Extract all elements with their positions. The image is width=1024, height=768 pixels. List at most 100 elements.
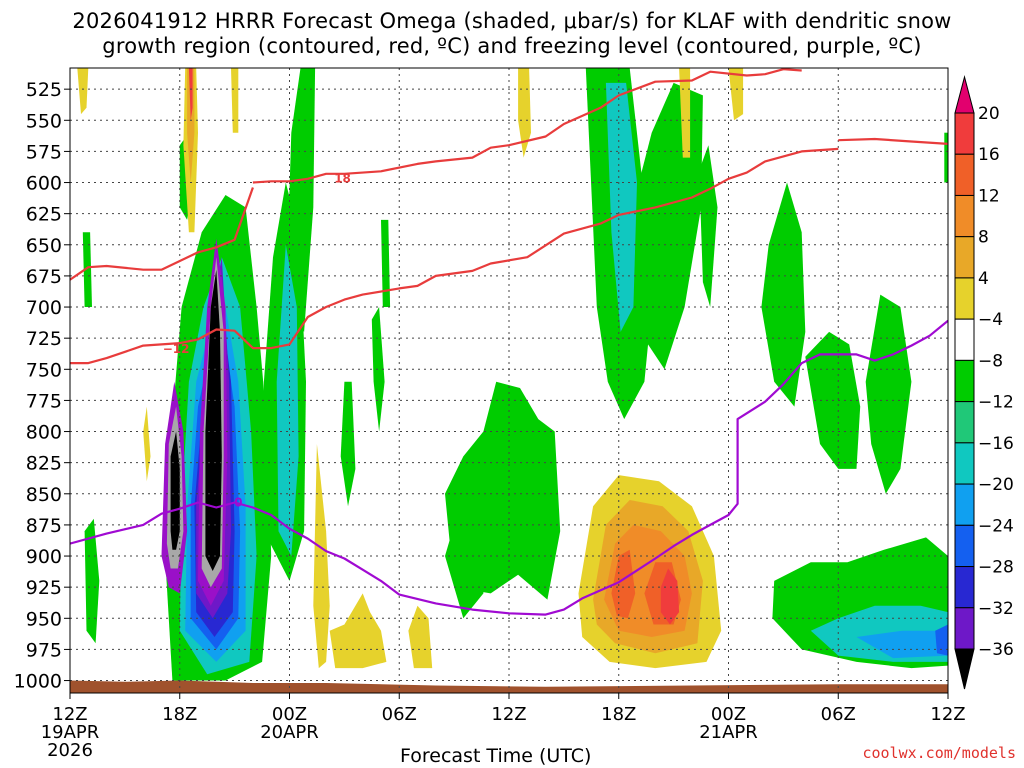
colorbar-box <box>954 277 975 320</box>
omega-region <box>518 68 531 158</box>
colorbar-label: −20 <box>978 475 1014 495</box>
colorbar-box <box>954 153 975 196</box>
x-tick-date: 21APR <box>699 722 758 743</box>
x-tick-label: 06Z <box>382 704 417 725</box>
omega-region <box>935 624 948 656</box>
colorbar-bottom-arrow <box>954 648 975 690</box>
y-tick-label: 525 <box>26 79 62 101</box>
x-tick-label: 00Z <box>711 704 746 725</box>
omega-region <box>944 132 948 183</box>
omega-region <box>329 593 387 669</box>
x-tick-label: 12Z <box>52 704 87 725</box>
colorbar-label: 12 <box>978 186 1000 206</box>
omega-region <box>865 294 912 494</box>
colorbar-label: −36 <box>978 640 1014 660</box>
colorbar-box <box>954 236 975 279</box>
dendritic-contour <box>838 137 948 145</box>
colorbar-label: −4 <box>978 310 1003 330</box>
y-tick-label: 850 <box>26 484 62 506</box>
colorbar-box <box>954 112 975 155</box>
colorbar-box <box>954 566 975 609</box>
omega-region <box>340 381 356 507</box>
x-tick-year: 2026 <box>47 740 93 761</box>
colorbar-box <box>954 318 975 361</box>
omega-region <box>761 182 806 407</box>
contour-label: −12 <box>163 342 190 356</box>
colorbar-label: 4 <box>978 269 989 289</box>
colorbar-label: 16 <box>978 145 1000 165</box>
y-tick-label: 950 <box>26 608 62 630</box>
colorbar-label: −24 <box>978 516 1014 536</box>
x-tick-date: 20APR <box>260 722 319 743</box>
y-tick-label: 900 <box>26 546 62 568</box>
x-tick-label: 12Z <box>491 704 526 725</box>
dendritic-contour <box>70 147 839 365</box>
colorbar-top-arrow <box>954 75 975 114</box>
colorbar-box <box>954 607 975 650</box>
colorbar-label: −12 <box>978 393 1014 413</box>
colorbar-box <box>954 483 975 526</box>
colorbar-box <box>954 194 975 238</box>
omega-region <box>205 269 222 571</box>
omega-region <box>170 431 180 550</box>
colorbar-label: 8 <box>978 228 989 248</box>
y-tick-label: 575 <box>26 141 62 163</box>
y-tick-label: 875 <box>26 515 62 537</box>
omega-region <box>285 68 316 332</box>
omega-region <box>856 630 948 659</box>
chart-title-line1: 2026041912 HRRR Forecast Omega (shaded, … <box>72 9 952 33</box>
colorbar-box <box>954 359 975 403</box>
y-tick-label: 825 <box>26 453 62 475</box>
x-tick-label: 06Z <box>821 704 856 725</box>
freezing-level-contour <box>70 319 948 616</box>
y-tick-label: 975 <box>26 639 62 661</box>
omega-region <box>728 68 744 121</box>
omega-region <box>371 307 385 432</box>
dendritic-contour <box>252 68 802 184</box>
contour-lines: 18 −12 0 <box>70 68 948 616</box>
y-tick-label: 775 <box>26 390 62 412</box>
y-tick-label: 750 <box>26 359 62 381</box>
omega-region <box>84 518 100 644</box>
colorbar-label: −32 <box>978 599 1014 619</box>
y-tick-label: 725 <box>26 328 62 350</box>
y-tick-label: 700 <box>26 297 62 319</box>
x-tick-label: 12Z <box>930 704 965 725</box>
omega-region <box>679 68 691 158</box>
y-tick-label: 1000 <box>14 671 62 693</box>
omega-region <box>77 68 89 115</box>
colorbar-box <box>954 524 975 568</box>
x-tick-label: 18Z <box>162 704 197 725</box>
omega-region <box>699 145 718 307</box>
omega-region <box>188 68 193 121</box>
colorbar-label: −8 <box>978 351 1003 371</box>
y-tick-label: 550 <box>26 110 62 132</box>
y-tick-label: 800 <box>26 422 62 444</box>
omega-region <box>408 605 433 669</box>
y-tick-label: 925 <box>26 577 62 599</box>
dendritic-contour <box>70 187 254 281</box>
credit-text: coolwx.com/models <box>862 744 1016 762</box>
chart-title-line2: growth region (contoured, red, ºC) and f… <box>102 34 922 58</box>
y-tick-label: 600 <box>26 173 62 195</box>
y-tick-label: 675 <box>26 266 62 288</box>
omega-region <box>313 444 330 669</box>
x-tick-label: 18Z <box>601 704 636 725</box>
omega-region <box>611 549 636 619</box>
contour-label: 0 <box>234 495 242 509</box>
x-tick-label: 00Z <box>272 704 307 725</box>
omega-region <box>82 232 92 307</box>
colorbar-box <box>954 401 975 444</box>
x-axis-label: Forecast Time (UTC) <box>400 745 592 767</box>
x-tick-date: 19APR <box>41 722 100 743</box>
omega-region <box>381 219 391 307</box>
grid-lines <box>70 68 948 693</box>
omega-region <box>605 82 637 332</box>
omega-shading <box>70 68 948 693</box>
y-axis: 525 550 575 600 625 650 675 700 725 750 775 800 825 8… <box>14 79 70 693</box>
colorbar-label: −16 <box>978 434 1014 454</box>
y-tick-label: 650 <box>26 235 62 257</box>
colorbar-box <box>954 442 975 485</box>
